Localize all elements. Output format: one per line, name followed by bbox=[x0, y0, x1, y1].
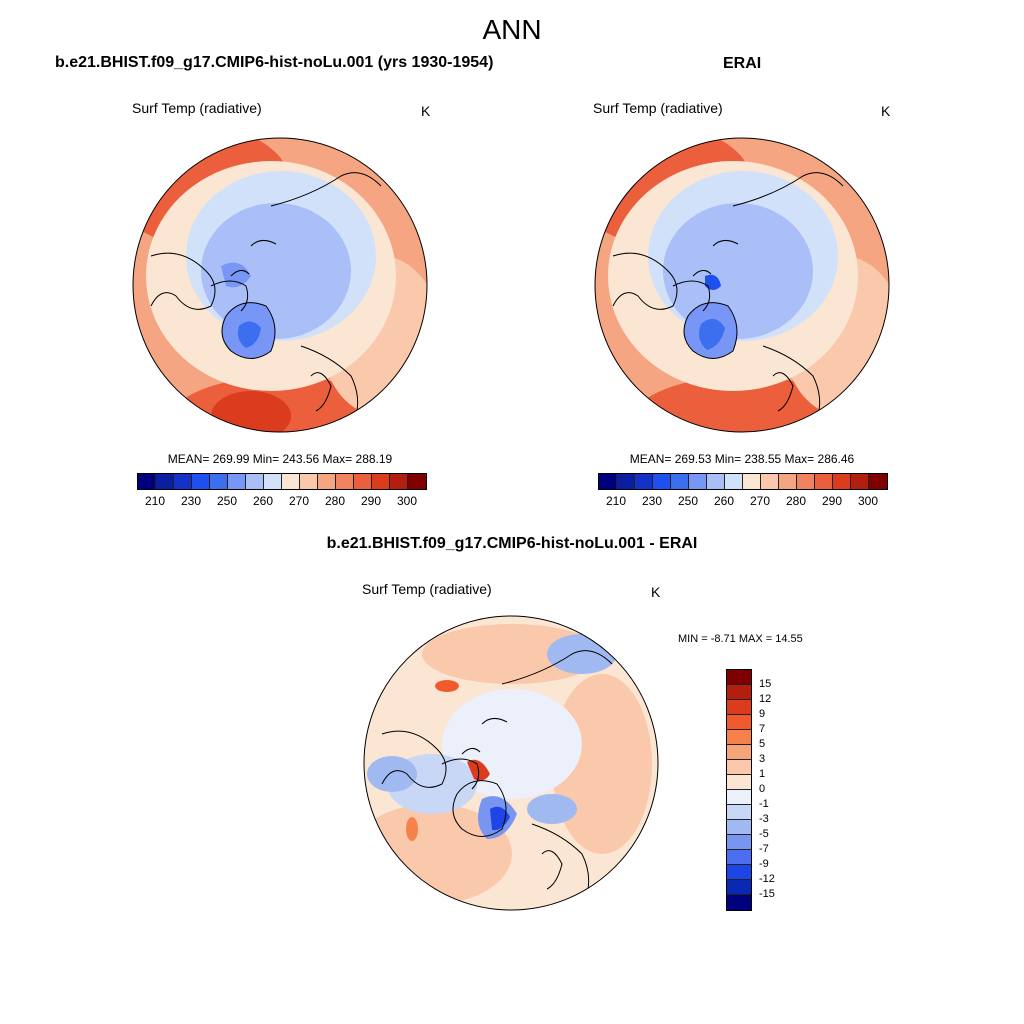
colorbar-swatch bbox=[372, 474, 390, 489]
colorbar-tick-label: 15 bbox=[759, 678, 772, 690]
colorbar-swatch bbox=[390, 474, 408, 489]
colorbar-swatch bbox=[354, 474, 372, 489]
colorbar-swatch bbox=[671, 474, 689, 489]
obs-colorbar bbox=[598, 473, 888, 490]
colorbar-swatch bbox=[617, 474, 635, 489]
model-stats-label: MEAN= 269.99 Min= 243.56 Max= 288.19 bbox=[167, 452, 393, 466]
colorbar-swatch bbox=[761, 474, 779, 489]
colorbar-swatch bbox=[797, 474, 815, 489]
colorbar-tick-label: -15 bbox=[759, 888, 775, 900]
colorbar-swatch bbox=[727, 745, 751, 760]
colorbar-tick-label: 230 bbox=[641, 494, 663, 508]
colorbar-tick-label: 250 bbox=[677, 494, 699, 508]
colorbar-tick-label: 1 bbox=[759, 768, 766, 780]
colorbar-swatch bbox=[689, 474, 707, 489]
colorbar-swatch bbox=[727, 790, 751, 805]
colorbar-swatch bbox=[210, 474, 228, 489]
colorbar-tick-label: -3 bbox=[759, 813, 769, 825]
colorbar-swatch bbox=[599, 474, 617, 489]
colorbar-swatch bbox=[869, 474, 887, 489]
colorbar-tick-label: 300 bbox=[396, 494, 418, 508]
colorbar-tick-label: -9 bbox=[759, 858, 769, 870]
colorbar-swatch bbox=[156, 474, 174, 489]
colorbar-tick-label: 210 bbox=[144, 494, 166, 508]
colorbar-tick-label: 280 bbox=[785, 494, 807, 508]
diff-minmax-label: MIN = -8.71 MAX = 14.55 bbox=[678, 633, 803, 645]
colorbar-swatch bbox=[300, 474, 318, 489]
colorbar-tick-label: 260 bbox=[713, 494, 735, 508]
figure-title: ANN bbox=[482, 14, 542, 45]
colorbar-tick-label: 290 bbox=[360, 494, 382, 508]
colorbar-tick-label: 290 bbox=[821, 494, 843, 508]
colorbar-swatch bbox=[727, 820, 751, 835]
colorbar-swatch bbox=[138, 474, 156, 489]
colorbar-swatch bbox=[727, 775, 751, 790]
model-panel-title: b.e21.BHIST.f09_g17.CMIP6-hist-noLu.001 … bbox=[55, 54, 494, 71]
colorbar-swatch bbox=[727, 805, 751, 820]
diff-colorbar bbox=[726, 669, 752, 911]
colorbar-swatch bbox=[408, 474, 426, 489]
colorbar-tick-label: 270 bbox=[288, 494, 310, 508]
colorbar-swatch bbox=[725, 474, 743, 489]
colorbar-tick-label: 12 bbox=[759, 693, 772, 705]
colorbar-swatch bbox=[727, 865, 751, 880]
colorbar-tick-label: 210 bbox=[605, 494, 627, 508]
colorbar-tick-label: 260 bbox=[252, 494, 274, 508]
colorbar-swatch bbox=[727, 700, 751, 715]
colorbar-swatch bbox=[707, 474, 725, 489]
colorbar-swatch bbox=[246, 474, 264, 489]
colorbar-swatch bbox=[653, 474, 671, 489]
colorbar-tick-label: -1 bbox=[759, 798, 769, 810]
colorbar-swatch bbox=[779, 474, 797, 489]
colorbar-swatch bbox=[727, 895, 751, 910]
colorbar-tick-label: 250 bbox=[216, 494, 238, 508]
obs-stats-label: MEAN= 269.53 Min= 238.55 Max= 286.46 bbox=[629, 452, 855, 466]
colorbar-swatch bbox=[727, 685, 751, 700]
colorbar-swatch bbox=[264, 474, 282, 489]
colorbar-tick-label: -7 bbox=[759, 843, 769, 855]
colorbar-swatch bbox=[635, 474, 653, 489]
colorbar-tick-label: 5 bbox=[759, 738, 766, 750]
model-units-label: K bbox=[421, 103, 431, 119]
diff-variable-label: Surf Temp (radiative) bbox=[362, 581, 492, 597]
colorbar-tick-label: 300 bbox=[857, 494, 879, 508]
colorbar-swatch bbox=[743, 474, 761, 489]
colorbar-swatch bbox=[727, 850, 751, 865]
obs-variable-label: Surf Temp (radiative) bbox=[593, 100, 723, 116]
obs-units-label: K bbox=[881, 103, 891, 119]
colorbar-tick-label: -5 bbox=[759, 828, 769, 840]
colorbar-swatch bbox=[727, 715, 751, 730]
diff-panel-title: b.e21.BHIST.f09_g17.CMIP6-hist-noLu.001 … bbox=[326, 535, 698, 552]
model-variable-label: Surf Temp (radiative) bbox=[132, 100, 262, 116]
colorbar-swatch bbox=[727, 760, 751, 775]
colorbar-tick-label: 230 bbox=[180, 494, 202, 508]
colorbar-tick-label: 0 bbox=[759, 783, 766, 795]
model-colorbar bbox=[137, 473, 427, 490]
obs-polar-map bbox=[594, 137, 890, 433]
colorbar-swatch bbox=[336, 474, 354, 489]
colorbar-swatch bbox=[727, 670, 751, 685]
colorbar-swatch bbox=[727, 880, 751, 895]
colorbar-swatch bbox=[833, 474, 851, 489]
colorbar-swatch bbox=[192, 474, 210, 489]
colorbar-tick-label: -12 bbox=[759, 873, 775, 885]
colorbar-tick-label: 3 bbox=[759, 753, 766, 765]
colorbar-swatch bbox=[318, 474, 336, 489]
colorbar-swatch bbox=[228, 474, 246, 489]
colorbar-swatch bbox=[815, 474, 833, 489]
colorbar-tick-label: 280 bbox=[324, 494, 346, 508]
colorbar-swatch bbox=[851, 474, 869, 489]
obs-panel-title: ERAI bbox=[723, 55, 762, 72]
diff-units-label: K bbox=[651, 584, 661, 600]
colorbar-tick-label: 270 bbox=[749, 494, 771, 508]
colorbar-tick-label: 7 bbox=[759, 723, 766, 735]
colorbar-swatch bbox=[727, 730, 751, 745]
diff-polar-map bbox=[363, 615, 659, 911]
colorbar-swatch bbox=[174, 474, 192, 489]
colorbar-swatch bbox=[727, 835, 751, 850]
colorbar-tick-label: 9 bbox=[759, 708, 766, 720]
model-polar-map bbox=[132, 137, 428, 433]
colorbar-swatch bbox=[282, 474, 300, 489]
